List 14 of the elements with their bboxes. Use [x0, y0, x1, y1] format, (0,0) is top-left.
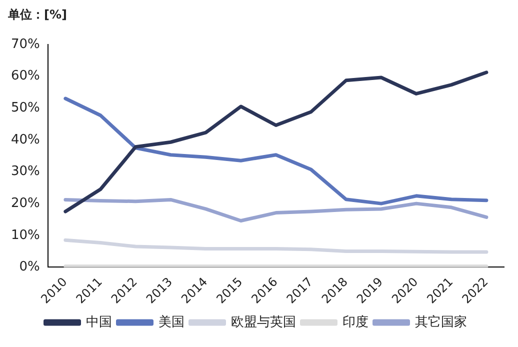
legend-label: 中国	[86, 314, 112, 330]
legend-label: 美国	[158, 314, 184, 330]
y-tick-label: 10%	[10, 228, 40, 243]
y-tick-label: 70%	[10, 36, 40, 52]
legend-label: 其它国家	[414, 314, 467, 330]
y-tick-label: 30%	[10, 164, 40, 180]
y-tick-label: 50%	[10, 100, 40, 116]
y-tick-label: 40%	[10, 132, 40, 148]
y-tick-label: 60%	[10, 68, 40, 84]
y-tick-label: 0%	[19, 260, 40, 275]
chart-title: 单位：[%]	[7, 7, 67, 22]
y-tick-label: 20%	[10, 196, 40, 211]
legend-label: 印度	[342, 314, 368, 330]
legend-label: 欧盟与英国	[230, 314, 296, 330]
